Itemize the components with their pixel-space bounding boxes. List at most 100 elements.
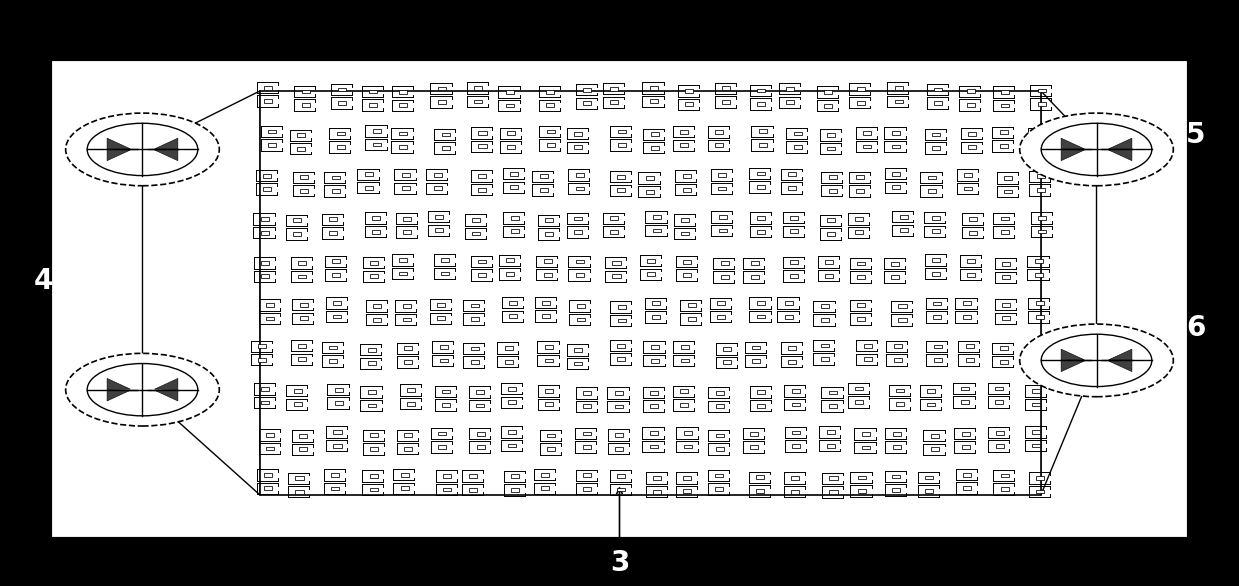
Bar <box>788 346 797 350</box>
Bar <box>1037 175 1044 178</box>
Bar <box>719 229 727 233</box>
Bar <box>650 345 659 349</box>
Bar <box>896 389 904 393</box>
Bar <box>617 305 626 309</box>
Bar <box>260 217 269 221</box>
Bar <box>757 102 766 106</box>
Bar <box>716 434 724 437</box>
Bar <box>509 301 517 305</box>
Bar <box>584 487 591 490</box>
Bar <box>1001 90 1009 94</box>
Bar <box>721 275 729 279</box>
Bar <box>934 101 942 105</box>
Bar <box>399 90 406 94</box>
Bar <box>332 273 339 277</box>
Bar <box>616 433 623 437</box>
Bar <box>893 345 902 348</box>
Bar <box>332 176 339 179</box>
Bar <box>653 229 660 233</box>
Bar <box>751 275 758 279</box>
Bar <box>544 260 551 263</box>
Bar <box>368 347 375 352</box>
Bar <box>683 489 691 493</box>
Bar <box>965 358 974 362</box>
Bar <box>857 476 866 479</box>
Bar <box>750 432 758 435</box>
Bar <box>717 315 726 319</box>
Bar <box>264 473 273 477</box>
Bar <box>260 91 1041 495</box>
Bar <box>1036 476 1044 480</box>
Bar <box>757 185 764 189</box>
Bar <box>301 103 310 107</box>
Bar <box>857 317 865 321</box>
Bar <box>820 343 829 347</box>
Bar <box>369 90 377 94</box>
Bar <box>794 131 802 135</box>
Bar <box>862 445 870 449</box>
Bar <box>574 132 582 136</box>
Bar <box>685 89 693 93</box>
Bar <box>966 90 975 93</box>
Bar <box>864 344 871 347</box>
Bar <box>930 434 939 438</box>
Bar <box>757 404 764 408</box>
Bar <box>373 129 380 133</box>
Bar <box>650 359 659 363</box>
Bar <box>471 304 478 308</box>
Bar <box>444 474 451 478</box>
Bar <box>576 187 584 190</box>
Polygon shape <box>155 138 178 149</box>
Bar <box>399 258 408 262</box>
Bar <box>576 318 585 321</box>
Bar <box>790 490 799 493</box>
Bar <box>933 315 942 319</box>
Bar <box>541 486 549 490</box>
Bar <box>650 445 658 448</box>
Bar <box>680 144 688 147</box>
Bar <box>934 87 942 91</box>
Bar <box>541 473 549 476</box>
Bar <box>258 345 266 348</box>
Bar <box>364 172 373 176</box>
Bar <box>338 87 346 91</box>
Bar <box>268 130 276 134</box>
Bar <box>756 489 764 493</box>
Bar <box>792 444 800 448</box>
Bar <box>898 304 907 308</box>
Bar <box>965 345 974 348</box>
Bar <box>891 275 900 279</box>
Bar <box>539 188 548 192</box>
Bar <box>968 145 976 149</box>
Bar <box>584 473 591 477</box>
Bar <box>1001 487 1009 491</box>
Bar <box>615 391 623 395</box>
Bar <box>829 391 836 394</box>
Bar <box>650 404 658 408</box>
Bar <box>680 389 689 393</box>
Bar <box>584 391 591 395</box>
Bar <box>892 145 900 148</box>
Bar <box>509 314 517 318</box>
Bar <box>612 274 621 278</box>
Bar <box>891 262 900 265</box>
Bar <box>648 259 655 263</box>
Bar <box>337 145 344 149</box>
Bar <box>471 317 478 321</box>
Polygon shape <box>1109 149 1132 161</box>
Bar <box>680 345 689 349</box>
Circle shape <box>1041 334 1152 387</box>
Bar <box>995 400 1004 404</box>
Bar <box>829 490 838 494</box>
Bar <box>961 445 970 449</box>
Bar <box>372 230 380 233</box>
Bar <box>478 260 486 263</box>
Bar <box>653 476 660 480</box>
Bar <box>966 272 975 277</box>
Bar <box>261 261 269 265</box>
Bar <box>261 274 269 278</box>
Bar <box>301 90 310 93</box>
Bar <box>864 131 871 135</box>
Bar <box>716 404 724 408</box>
Bar <box>510 172 518 176</box>
